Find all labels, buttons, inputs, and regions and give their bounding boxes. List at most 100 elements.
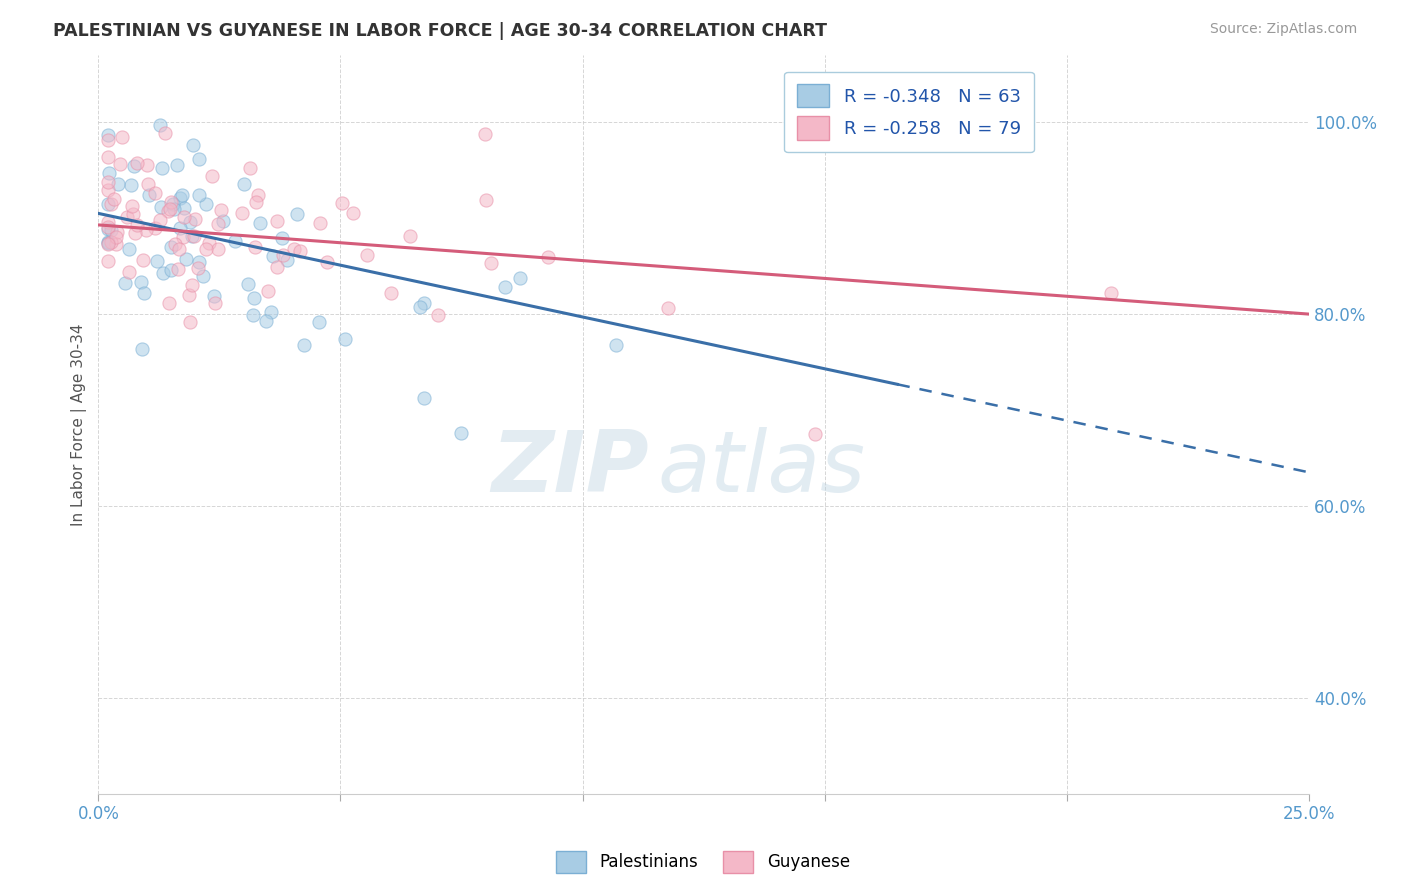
Point [97,183,120,197]
Text: Source: ZipAtlas.com: Source: ZipAtlas.com [1209,22,1357,37]
Point [138,187,160,202]
Point [413,391,436,405]
Point [135,158,157,172]
Point [167,262,190,277]
Point [170,187,193,202]
Point [176,252,198,266]
Point [131,342,153,356]
Point [107,178,129,192]
Point [315,255,337,269]
Point [179,215,201,229]
Point [105,225,128,239]
Point [97,235,120,250]
Point [118,265,141,279]
Point [100,196,122,211]
Point [308,216,330,230]
Point [97,220,120,235]
Point [115,210,138,224]
Point [207,242,229,256]
Point [804,427,827,442]
Point [159,195,181,210]
Point [238,161,260,176]
Point [509,271,531,285]
Legend: R = -0.348   N = 63, R = -0.258   N = 79: R = -0.348 N = 63, R = -0.258 N = 79 [785,71,1033,153]
Point [122,159,145,173]
Point [149,213,172,227]
Point [104,230,127,244]
Point [408,300,430,314]
Point [187,261,209,276]
Point [159,240,181,254]
Text: atlas: atlas [658,427,866,510]
Point [201,169,224,183]
Point [259,305,281,319]
Text: ZIP: ZIP [492,427,650,510]
Point [98,166,121,180]
Point [173,210,195,224]
Point [179,314,201,328]
Point [163,202,186,217]
Point [169,220,191,235]
Point [266,260,288,275]
Point [398,228,420,243]
Point [270,231,292,245]
Point [475,193,498,207]
Point [181,228,204,243]
Point [204,296,226,310]
Point [426,308,449,322]
Point [330,196,353,211]
Point [150,200,173,214]
Point [292,338,315,352]
Point [103,192,125,206]
Point [356,247,378,261]
Point [198,236,221,251]
Point [537,250,560,264]
Y-axis label: In Labor Force | Age 30-34: In Labor Force | Age 30-34 [72,323,87,525]
Point [266,214,288,228]
Point [209,203,232,218]
Point [195,197,218,211]
Point [152,266,174,280]
Point [150,161,173,176]
Point [97,236,120,251]
Point [165,237,187,252]
Point [136,178,159,192]
Point [120,178,142,192]
Point [100,235,122,249]
Point [111,129,134,144]
Point [243,292,266,306]
Point [184,211,207,226]
Point [155,126,177,140]
Point [333,332,356,346]
Point [412,295,434,310]
Point [97,150,120,164]
Point [172,230,194,244]
Point [173,201,195,215]
Point [97,133,120,147]
Point [479,256,502,270]
Point [232,177,254,191]
Point [207,217,229,231]
Point [245,240,267,254]
Point [97,236,120,251]
Point [129,275,152,289]
Point [276,252,298,267]
Point [254,314,277,328]
Point [242,308,264,322]
Point [605,338,627,352]
Point [188,188,211,202]
Point [179,288,201,302]
Point [166,159,188,173]
Point [308,315,330,329]
Point [474,127,496,141]
Point [180,277,202,292]
Point [121,199,143,213]
Point [97,215,120,229]
Point [257,284,280,298]
Point [194,242,217,256]
Point [132,252,155,267]
Point [450,426,472,441]
Point [288,244,311,259]
Point [114,277,136,291]
Point [238,277,260,292]
